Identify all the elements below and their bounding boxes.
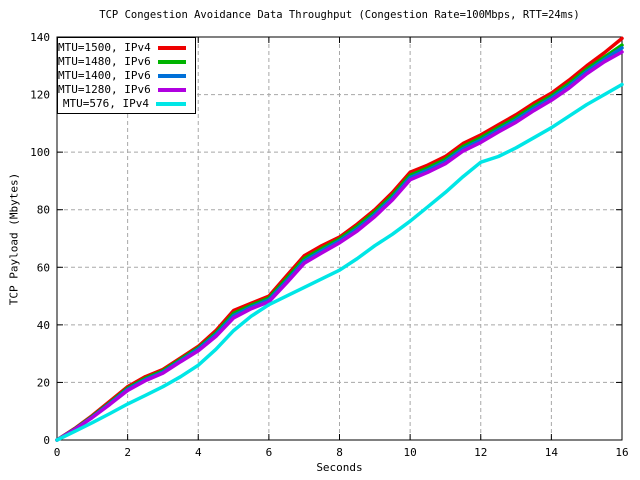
legend-item-3: MTU=1280, IPv6 [58, 83, 195, 96]
x-tick-label-12: 12 [474, 446, 487, 459]
y-tick-label-140: 140 [30, 31, 50, 44]
x-tick-label-4: 4 [195, 446, 202, 459]
y-tick-label-80: 80 [37, 204, 50, 217]
legend-swatch [157, 73, 186, 78]
legend-swatch [157, 87, 186, 92]
chart-title: TCP Congestion Avoidance Data Throughput… [99, 9, 580, 21]
legend-label: MTU=1500, IPv4 [58, 41, 151, 54]
legend-item-4: MTU=576, IPv4 [58, 97, 195, 110]
legend-label: MTU=1280, IPv6 [58, 83, 151, 96]
x-tick-label-8: 8 [336, 446, 343, 459]
y-tick-label-20: 20 [37, 376, 50, 389]
y-tick-label-100: 100 [30, 146, 50, 159]
x-tick-label-10: 10 [404, 446, 417, 459]
legend-swatch [157, 45, 186, 50]
series-line-3 [55, 50, 624, 442]
x-tick-label-0: 0 [54, 446, 61, 459]
y-tick-label-120: 120 [30, 89, 50, 102]
legend-swatch [156, 101, 186, 106]
legend-item-1: MTU=1480, IPv6 [58, 55, 195, 68]
x-axis-label: Seconds [316, 461, 363, 474]
x-tick-label-2: 2 [124, 446, 131, 459]
legend-label: MTU=576, IPv4 [62, 97, 149, 110]
x-tick-label-16: 16 [615, 446, 628, 459]
legend-label: MTU=1400, IPv6 [58, 69, 151, 82]
x-tick-label-14: 14 [545, 446, 559, 459]
legend: MTU=1500, IPv4 MTU=1480, IPv6 MTU=1400, IP… [57, 37, 196, 114]
legend-swatch [157, 59, 186, 64]
x-tick-label-6: 6 [266, 446, 273, 459]
y-axis-label: TCP Payload (Mbytes) [7, 172, 21, 306]
y-tick-label-0: 0 [43, 434, 50, 447]
legend-label: MTU=1480, IPv6 [58, 55, 151, 68]
y-tick-label-40: 40 [37, 319, 50, 332]
y-tick-label-60: 60 [37, 261, 50, 274]
legend-item-2: MTU=1400, IPv6 [58, 69, 195, 82]
series-line-4 [55, 82, 624, 442]
legend-item-0: MTU=1500, IPv4 [58, 41, 195, 54]
